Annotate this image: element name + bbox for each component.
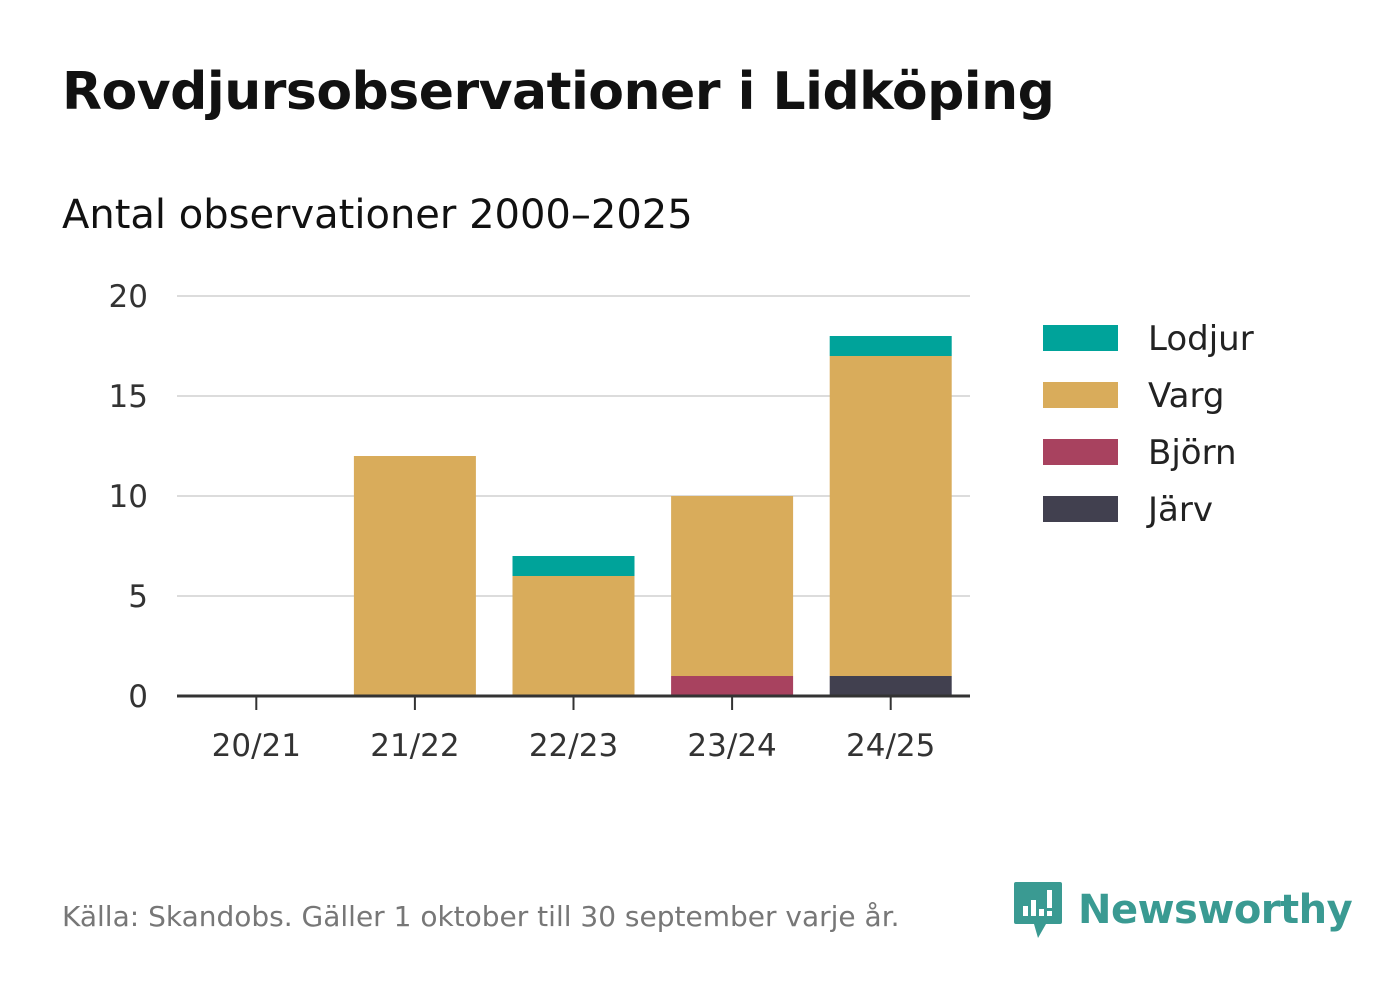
bar-segment-lodjur-24-25: [829, 336, 952, 356]
legend: Lodjur Varg Björn Järv: [1043, 319, 1254, 530]
bar-segment-varg-24-25: [829, 356, 952, 676]
x-tick-label: 21/22: [370, 728, 459, 764]
bars: [353, 336, 952, 696]
bar-segment-varg-22-23: [512, 576, 635, 696]
x-tick-label: 20/21: [212, 728, 301, 764]
x-axis: [177, 694, 970, 710]
y-tick-label: 20: [109, 279, 148, 315]
legend-item-björn: Björn: [1043, 433, 1237, 473]
legend-label: Varg: [1148, 376, 1224, 416]
legend-label: Björn: [1148, 433, 1237, 473]
legend-item-varg: Varg: [1043, 376, 1224, 416]
y-tick-label: 5: [128, 579, 148, 615]
y-tick-label: 0: [128, 679, 148, 715]
brand-logo: Newsworthy: [1012, 880, 1353, 940]
legend-label: Lodjur: [1148, 319, 1254, 359]
legend-swatch: [1043, 496, 1118, 522]
legend-swatch: [1043, 382, 1118, 408]
brand-name: Newsworthy: [1078, 887, 1353, 933]
legend-item-järv: Järv: [1043, 490, 1213, 530]
x-tick-label: 23/24: [687, 728, 776, 764]
legend-label: Järv: [1146, 490, 1213, 530]
chart-title: Rovdjursobservationer i Lidköping: [62, 62, 1055, 122]
legend-swatch: [1043, 325, 1118, 351]
bar-segment-björn-23-24: [671, 676, 794, 696]
bar-segment-lodjur-22-23: [512, 556, 635, 576]
bar-segment-järv-24-25: [829, 676, 952, 696]
y-tick-label: 10: [109, 479, 148, 515]
legend-swatch: [1043, 439, 1118, 465]
chart-subtitle: Antal observationer 2000–2025: [62, 192, 693, 238]
x-tick-label: 24/25: [846, 728, 935, 764]
stacked-bar-chart: 0 5 10 15 20 20/21 21/22 22/23 23/24 24/25 Lodju…: [109, 279, 1254, 764]
bar-segment-varg-21-22: [353, 456, 476, 696]
newsworthy-logo-icon: [1014, 882, 1062, 938]
legend-item-lodjur: Lodjur: [1043, 319, 1254, 359]
x-tick-label: 22/23: [529, 728, 618, 764]
x-axis-tick-labels: 20/21 21/22 22/23 23/24 24/25: [212, 728, 936, 764]
y-tick-label: 15: [109, 379, 148, 415]
source-note: Källa: Skandobs. Gäller 1 oktober till 3…: [62, 900, 900, 933]
y-axis-tick-labels: 0 5 10 15 20: [109, 279, 148, 715]
bar-segment-varg-23-24: [671, 496, 794, 676]
